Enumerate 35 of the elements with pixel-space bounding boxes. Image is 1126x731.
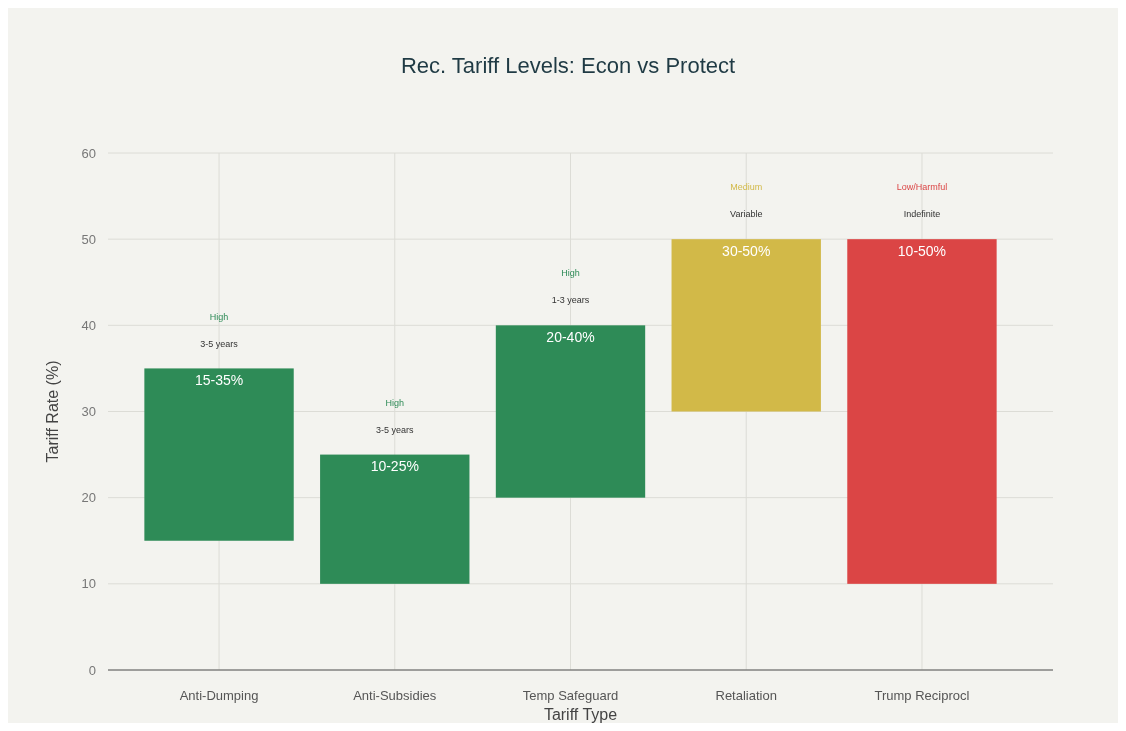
annotation: 3-5 years bbox=[376, 424, 415, 435]
annotation: 10-50% bbox=[897, 243, 947, 260]
annotation: 10-25% bbox=[370, 458, 419, 475]
annotation: 30-50% bbox=[722, 243, 771, 260]
annotation: High bbox=[209, 311, 229, 322]
y-tick-label: 20 bbox=[81, 490, 96, 506]
annotation: 15-35% bbox=[194, 372, 244, 389]
y-tick-label: 60 bbox=[81, 145, 96, 161]
annotation: Variable bbox=[730, 209, 763, 220]
chart-title: Rec. Tariff Levels: Econ vs Protect bbox=[400, 53, 736, 78]
y-tick-label: 30 bbox=[81, 404, 96, 420]
x-tick-label: Anti-Subsidies bbox=[353, 688, 437, 703]
x-tick-label: Retaliation bbox=[715, 688, 777, 703]
y-axis-title: Tariff Rate (%) bbox=[44, 360, 61, 463]
x-tick-label: Trump Reciprocl bbox=[874, 688, 970, 703]
x-tick-label: Anti-Dumping bbox=[179, 688, 259, 703]
annotation: High bbox=[561, 268, 580, 279]
annotation: Low/Harmful bbox=[896, 182, 948, 193]
x-axis-title: Tariff Type bbox=[543, 706, 618, 723]
annotation: High bbox=[385, 397, 405, 408]
annotation: Medium bbox=[730, 182, 763, 193]
y-tick-label: 40 bbox=[81, 317, 96, 333]
annotation: 1-3 years bbox=[551, 295, 590, 306]
annotation: 20-40% bbox=[546, 329, 595, 346]
bar bbox=[847, 239, 997, 584]
bar bbox=[671, 239, 821, 412]
y-tick-label: 10 bbox=[81, 576, 96, 592]
annotation: Indefinite bbox=[903, 209, 941, 220]
x-tick-label: Temp Safeguard bbox=[522, 688, 619, 703]
y-tick-label: 0 bbox=[88, 662, 96, 678]
bar bbox=[320, 454, 470, 584]
annotation: 3-5 years bbox=[200, 338, 239, 349]
bar bbox=[144, 368, 294, 541]
y-tick-label: 50 bbox=[81, 231, 96, 247]
bar bbox=[495, 325, 646, 498]
